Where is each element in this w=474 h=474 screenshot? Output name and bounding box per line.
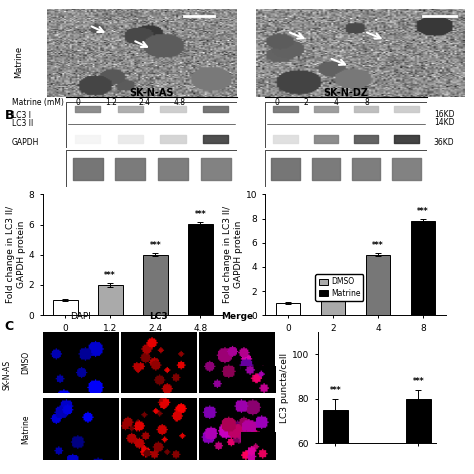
Bar (143, 255, 168, 315)
Text: 14KD: 14KD (434, 118, 454, 127)
Text: 4.8: 4.8 (173, 98, 185, 107)
Text: Merge: Merge (221, 312, 253, 321)
Text: LC3 II: LC3 II (12, 119, 33, 128)
Y-axis label: Fold change in LC3 II/
GAPDH protein: Fold change in LC3 II/ GAPDH protein (6, 206, 26, 303)
Text: ***: *** (412, 377, 424, 386)
Text: 0: 0 (275, 98, 280, 107)
Bar (275, 303, 301, 315)
Legend: DMSO, Matrine: DMSO, Matrine (316, 274, 363, 301)
Text: ***: *** (329, 386, 341, 395)
Text: 0: 0 (76, 98, 81, 107)
Y-axis label: Fold change in LC3 II/
GAPDH protein: Fold change in LC3 II/ GAPDH protein (223, 206, 243, 303)
Text: SK-N-AS: SK-N-AS (129, 88, 174, 98)
Text: GAPDH: GAPDH (12, 138, 39, 146)
Text: Matrine: Matrine (22, 414, 30, 444)
Text: B: B (5, 109, 14, 122)
Text: Matrine (mM): Matrine (mM) (12, 98, 64, 107)
Text: ***: *** (149, 241, 161, 250)
Bar (98, 285, 123, 315)
Text: SK-N-AS: SK-N-AS (3, 359, 11, 390)
Text: 36KD: 36KD (434, 138, 455, 146)
Text: 2: 2 (303, 98, 308, 107)
Bar (365, 255, 391, 315)
Text: 8: 8 (365, 98, 370, 107)
Text: 2.4: 2.4 (138, 98, 151, 107)
Text: ***: *** (104, 271, 116, 280)
Text: Matrine: Matrine (15, 46, 23, 78)
Bar (323, 410, 348, 474)
Text: ***: *** (327, 273, 339, 283)
Text: DAPI: DAPI (70, 312, 91, 321)
Text: ***: *** (194, 210, 206, 219)
Text: 4: 4 (334, 98, 339, 107)
Bar (320, 287, 346, 315)
Bar (53, 300, 78, 315)
Bar (188, 224, 213, 315)
Text: C: C (5, 320, 14, 333)
Text: ***: *** (372, 241, 384, 250)
Bar (406, 399, 431, 474)
Bar (410, 221, 436, 315)
Text: 1.2: 1.2 (105, 98, 118, 107)
Text: LC3 I: LC3 I (12, 111, 31, 119)
Text: 16KD: 16KD (434, 110, 454, 119)
Text: SK-N-DZ: SK-N-DZ (324, 88, 368, 98)
Text: DMSO: DMSO (22, 351, 30, 374)
Y-axis label: LC3 puncta/cell: LC3 puncta/cell (280, 353, 289, 422)
Text: ***: *** (417, 208, 429, 217)
Text: LC3: LC3 (149, 312, 168, 321)
